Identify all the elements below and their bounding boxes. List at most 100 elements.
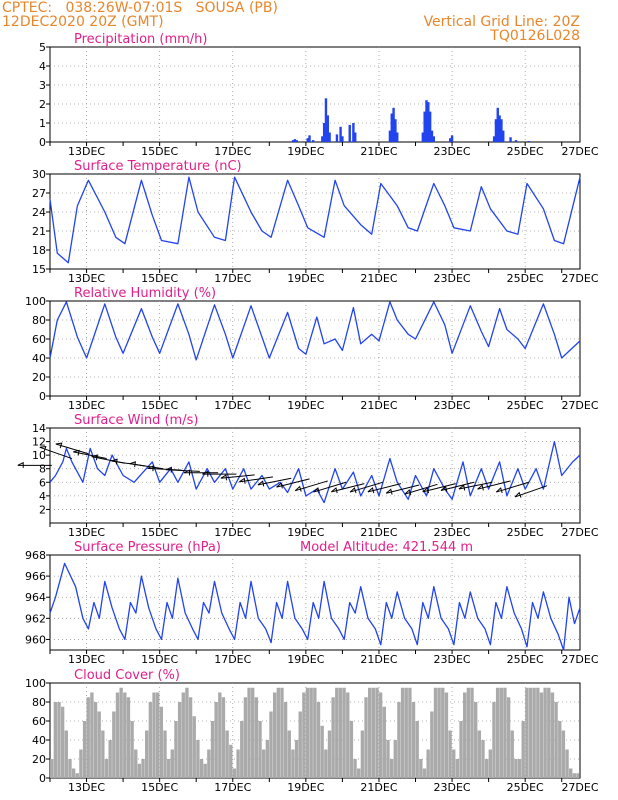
precip-bar xyxy=(421,132,425,142)
x-tick-label: 19DEC xyxy=(287,781,324,794)
cloud-bar xyxy=(448,730,452,778)
series-line xyxy=(49,301,581,361)
wind-arrowhead xyxy=(39,446,47,452)
precip-bar xyxy=(354,132,357,142)
cloud-bar xyxy=(298,711,302,778)
cloud-bar xyxy=(60,706,65,778)
cloud-bar xyxy=(294,740,299,778)
x-tick-label: 17DEC xyxy=(214,399,251,412)
cloud-bar xyxy=(265,740,270,778)
cloud-bar xyxy=(357,768,361,778)
y-tick-label: 15 xyxy=(32,263,46,276)
cloud-bar xyxy=(543,687,547,778)
precip-bar xyxy=(423,111,426,142)
precip-bar xyxy=(392,107,395,142)
x-tick-label: 13DEC xyxy=(68,781,105,794)
precip-bar xyxy=(291,140,295,142)
header-model-code: TQ0126L028 xyxy=(490,28,580,44)
cloud-bar xyxy=(214,702,218,778)
cloud-bar xyxy=(108,740,112,778)
y-tick-label: 8 xyxy=(39,463,46,476)
cloud-bar xyxy=(528,687,533,778)
cloud-bar xyxy=(433,687,438,778)
cloud-bar xyxy=(426,749,430,778)
cloud-bar xyxy=(130,721,134,778)
cloud-bar xyxy=(463,692,467,778)
precip-bar xyxy=(425,100,428,142)
x-tick-label: 25DEC xyxy=(507,526,544,539)
cloud-bar xyxy=(411,702,416,778)
cloud-bar xyxy=(338,687,343,778)
cloud-bar xyxy=(360,730,365,778)
cloud-bar xyxy=(313,687,317,778)
precip-bar xyxy=(388,130,392,142)
precip-bar xyxy=(428,111,432,142)
cloud-bar xyxy=(324,749,328,778)
cloud-bar xyxy=(404,687,408,778)
cloud-bar xyxy=(400,687,405,778)
cloud-bar xyxy=(364,697,368,778)
y-tick-label: 60 xyxy=(32,333,46,346)
cloud-bar xyxy=(495,687,500,778)
y-tick-label: 2 xyxy=(39,503,46,516)
cloud-bar xyxy=(196,740,200,778)
x-tick-label: 21DEC xyxy=(360,272,397,285)
cloud-bar xyxy=(75,773,79,778)
cloud-bar xyxy=(86,697,90,778)
x-tick-label: 25DEC xyxy=(507,781,544,794)
x-tick-label: 21DEC xyxy=(360,145,397,158)
panel-title: Surface Wind (m/s) xyxy=(74,413,198,428)
cloud-bar xyxy=(477,730,482,778)
x-tick-label: 23DEC xyxy=(434,272,471,285)
y-tick-label: 60 xyxy=(32,715,46,728)
x-tick-label: 27DEC xyxy=(561,145,598,158)
cloud-bar xyxy=(375,687,379,778)
precip-bar xyxy=(514,140,518,142)
x-tick-label: 21DEC xyxy=(360,781,397,794)
series-line xyxy=(49,176,581,264)
precip-bar xyxy=(427,102,430,142)
cloud-bar xyxy=(492,702,496,778)
y-tick-label: 14 xyxy=(32,422,46,435)
cloud-bar xyxy=(159,706,164,778)
y-tick-label: 100 xyxy=(25,295,46,308)
x-tick-label: 15DEC xyxy=(141,526,178,539)
cloud-bar xyxy=(510,730,514,778)
wind-arrowhead xyxy=(313,487,320,494)
cloud-bar xyxy=(243,697,248,778)
panel-frame xyxy=(49,427,581,524)
precip-bar xyxy=(308,135,311,142)
precip-bar xyxy=(326,115,329,142)
cloud-bar xyxy=(50,759,54,778)
x-tick-label: 15DEC xyxy=(141,399,178,412)
precip-bar xyxy=(339,126,342,142)
x-tick-label: 17DEC xyxy=(214,145,251,158)
y-tick-label: 960 xyxy=(25,633,46,646)
cloud-bar xyxy=(287,730,291,778)
cloud-bar xyxy=(152,692,156,778)
cloud-bar xyxy=(225,730,229,778)
x-tick-label: 15DEC xyxy=(141,272,178,285)
cloud-bar xyxy=(499,687,503,778)
precip-bar xyxy=(341,136,344,142)
cloud-bar xyxy=(408,687,412,778)
header-location: CPTEC: 038:26W-07:01S SOUSA (PB) xyxy=(2,0,278,16)
cloud-bar xyxy=(525,687,529,778)
y-tick-label: 12 xyxy=(32,436,46,449)
cloud-bar xyxy=(93,702,98,778)
y-tick-label: 20 xyxy=(32,753,46,766)
cloud-bar xyxy=(503,687,507,778)
cloud-bar xyxy=(251,687,255,778)
cloud-bar xyxy=(536,687,540,778)
cloud-bar xyxy=(371,687,376,778)
series-line xyxy=(49,440,581,504)
cloud-bar xyxy=(444,692,449,778)
cloud-bar xyxy=(247,687,251,778)
y-tick-label: 40 xyxy=(32,352,46,365)
x-tick-label: 13DEC xyxy=(68,145,105,158)
cloud-bar xyxy=(576,773,580,778)
cloud-bar xyxy=(104,759,109,778)
cloud-bar xyxy=(561,730,566,778)
panel-title: Precipitation (mm/h) xyxy=(74,32,207,47)
cloud-bar xyxy=(386,740,390,778)
